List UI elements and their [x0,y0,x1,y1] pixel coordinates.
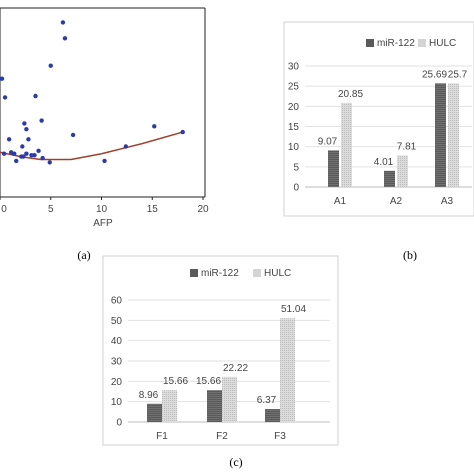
panel-a-x-axis-label: AFP [93,218,113,229]
panel-b-y-tick-label: 10 [288,142,300,153]
panel-c-bar-hulc-f3 [280,318,295,422]
panel-a-data-point [0,76,5,81]
panel-b-y-tick-label: 30 [288,62,300,73]
panel-a-data-point [2,95,8,100]
panel-b-data-label: 9.07 [318,136,338,147]
panel-c-data-label: 15.66 [196,376,221,387]
panel-a-data-point [14,158,19,164]
panel-b-bar-hulc-a2 [397,155,408,187]
panel-a-data-point [62,36,68,41]
panel-c-y-tick-label: 30 [111,357,123,368]
panel-b-bar-mir122-a3 [435,83,446,187]
panel-b-category-label: A2 [390,196,403,207]
panel-a-data-point [26,137,31,142]
panel-b-y-tick-label: 20 [288,102,300,113]
panel-b-data-label: 7.81 [397,141,417,152]
panel-label-c: (c) [229,455,242,469]
panel-b-legend-swatch [366,39,374,47]
panel-a-data-point [36,148,41,154]
panel-c-y-tick-label: 50 [111,316,123,327]
panel-c-bar-mir122-f1 [147,403,162,422]
panel-label-b: (b) [403,248,417,262]
panel-c-y-tick-label: 10 [111,397,123,408]
panel-b-legend-label: miR-122 [377,38,415,49]
panel-b-data-label: 20.85 [338,89,363,100]
panel-c-data-label: 22.22 [223,363,248,374]
panel-a-data-point [1,151,7,156]
panel-c-y-tick-label: 20 [111,377,123,388]
panel-b-data-label: 25.69 [422,69,447,80]
panel-b: 0 5 10 15 20 25 30 9.07 20.85 A1 4.017.81 A2 25.69 2… [283,21,474,262]
panel-b-y-tick-label: 25 [288,82,300,93]
panel-c-data-label: 6.37 [257,395,277,406]
panel-c-legend-label: HULC [264,268,291,279]
panel-b-bar-mir122-a2 [384,170,395,187]
panel-c-data-label: 51.04 [281,304,306,315]
panel-a-data-point [24,151,29,156]
panel-c-bar-mir122-f3 [265,409,280,422]
panel-c-y-tick-label: 0 [116,418,122,429]
panel-a-data-point [102,158,107,164]
panel-c-data-label: 8.96 [139,390,159,401]
panel-c-category-label: F1 [156,431,168,442]
panel-b-bar-hulc-a1 [341,102,352,187]
panel-a-x-tick-label: 20 [197,204,209,215]
panel-a-data-point [123,144,129,149]
panel-c-y-tick-label: 40 [111,336,123,347]
panel-b-category-label: A1 [334,196,347,207]
panel-a-data-point [39,118,44,123]
panel-c-category-label: F3 [274,431,286,442]
panel-a-data-point [32,152,37,158]
panel-a-x-tick-label: 10 [96,204,108,215]
panel-c-bar-hulc-f2 [222,376,237,422]
panel-a-x-tick-label: 5 [48,204,54,215]
panel-b-bar-mir122-a1 [328,150,339,187]
panel-a-data-point [12,151,17,156]
panel-a-data-point [22,121,27,126]
panel-a-data-point [40,155,45,161]
panel-c-category-label: F2 [216,431,228,442]
panel-b-legend-swatch [418,39,426,47]
panel-a-data-point [60,20,66,25]
panel-c-bar-hulc-f1 [162,390,177,422]
panel-a-data-point [33,93,38,99]
panel-b-y-tick-label: 5 [293,162,299,173]
panel-a-x-tick-label: 0 [1,204,7,215]
panel-a-data-point [24,126,29,132]
panel-a-data-point [20,144,25,149]
panel-a-data-point [152,124,157,129]
panel-c-legend-swatch [190,269,198,277]
panel-label-a: (a) [77,248,90,262]
panel-b-bar-hulc-a3 [448,83,459,187]
panel-b-y-tick-label: 15 [288,122,300,133]
panel-b-data-label: 4.01 [374,157,394,168]
panel-c-data-label: 15.66 [163,376,188,387]
panel-b-category-label: A3 [441,196,454,207]
panel-a-data-point [47,160,52,165]
panel-a-x-tick-label: 15 [147,204,159,215]
panel-c-legend-label: miR-122 [201,268,239,279]
panel-a: 0 5 10 15 20 AFP (a) [0,7,209,262]
panel-c-y-tick-label: 60 [111,296,123,307]
panel-a-data-point [6,137,12,142]
panel-b-data-label: 25.7 [448,69,468,80]
panel-a-data-point [70,132,76,138]
panel-b-legend-label: HULC [429,38,456,49]
panel-b-y-tick-label: 0 [293,183,299,194]
panel-a-data-point [180,129,185,135]
panel-a-data-point [21,154,26,159]
panel-a-data-point [29,152,34,158]
panel-c-legend-swatch [253,269,261,277]
panel-a-data-point [48,63,53,68]
panel-c-bar-mir122-f2 [207,390,222,422]
